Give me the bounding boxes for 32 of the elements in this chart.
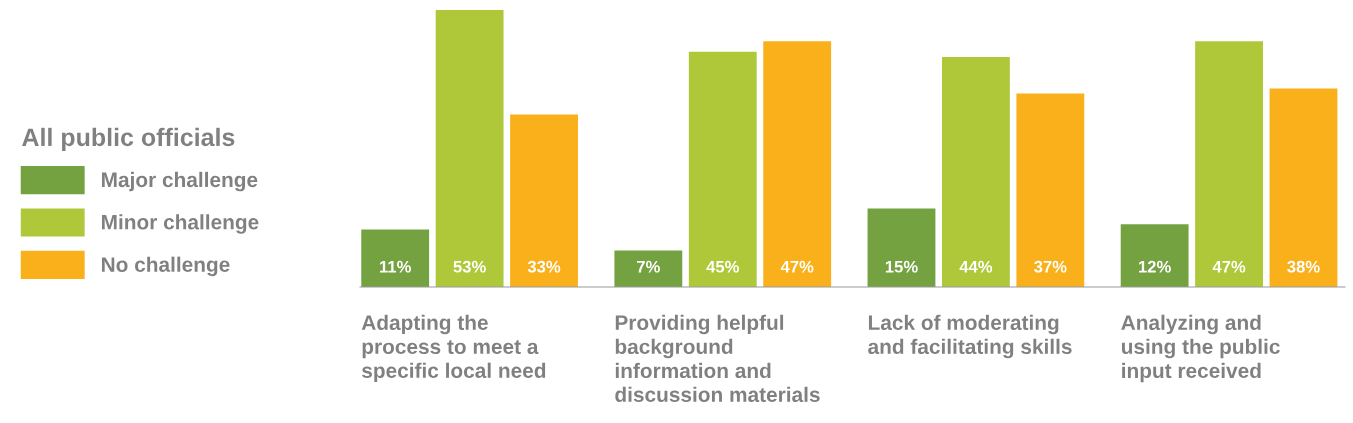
bar: [614, 250, 683, 287]
data-label: 33%: [527, 260, 561, 273]
bar: [867, 208, 936, 287]
x-tick-label: Providing helpful background information and discussion materials: [615, 314, 820, 403]
data-label: 47%: [780, 260, 814, 273]
bar: [1120, 224, 1189, 287]
legend-label: No challenge: [102, 256, 230, 277]
data-label: 47%: [1212, 260, 1246, 273]
data-label: 15%: [885, 260, 918, 273]
bar: [510, 114, 578, 287]
data-label: 38%: [1287, 260, 1320, 273]
data-label: 7%: [637, 260, 660, 273]
data-label: 53%: [453, 260, 486, 273]
data-label: 37%: [1034, 260, 1067, 273]
bar: [1016, 93, 1085, 287]
data-label: 45%: [706, 260, 739, 273]
data-label: 44%: [959, 260, 993, 273]
legend-title: All public officials: [22, 127, 235, 152]
bar: [763, 41, 832, 287]
bar: [688, 51, 757, 287]
x-tick-label: Analyzing and using the public input received: [1121, 314, 1280, 383]
bar: [1269, 88, 1338, 287]
data-label: 12%: [1139, 260, 1171, 273]
bar: [941, 57, 1010, 287]
x-tick-label: Lack of moderating and facilitating skills: [868, 314, 1072, 359]
x-tick-label: Adapting the process to meet a specific local need: [361, 314, 546, 383]
bar: [435, 10, 504, 287]
data-label: 11%: [380, 260, 411, 273]
legend-label: Major challenge: [102, 171, 258, 192]
bar: [1195, 41, 1263, 287]
bar: [361, 229, 430, 287]
legend-label: Minor challenge: [102, 214, 259, 234]
